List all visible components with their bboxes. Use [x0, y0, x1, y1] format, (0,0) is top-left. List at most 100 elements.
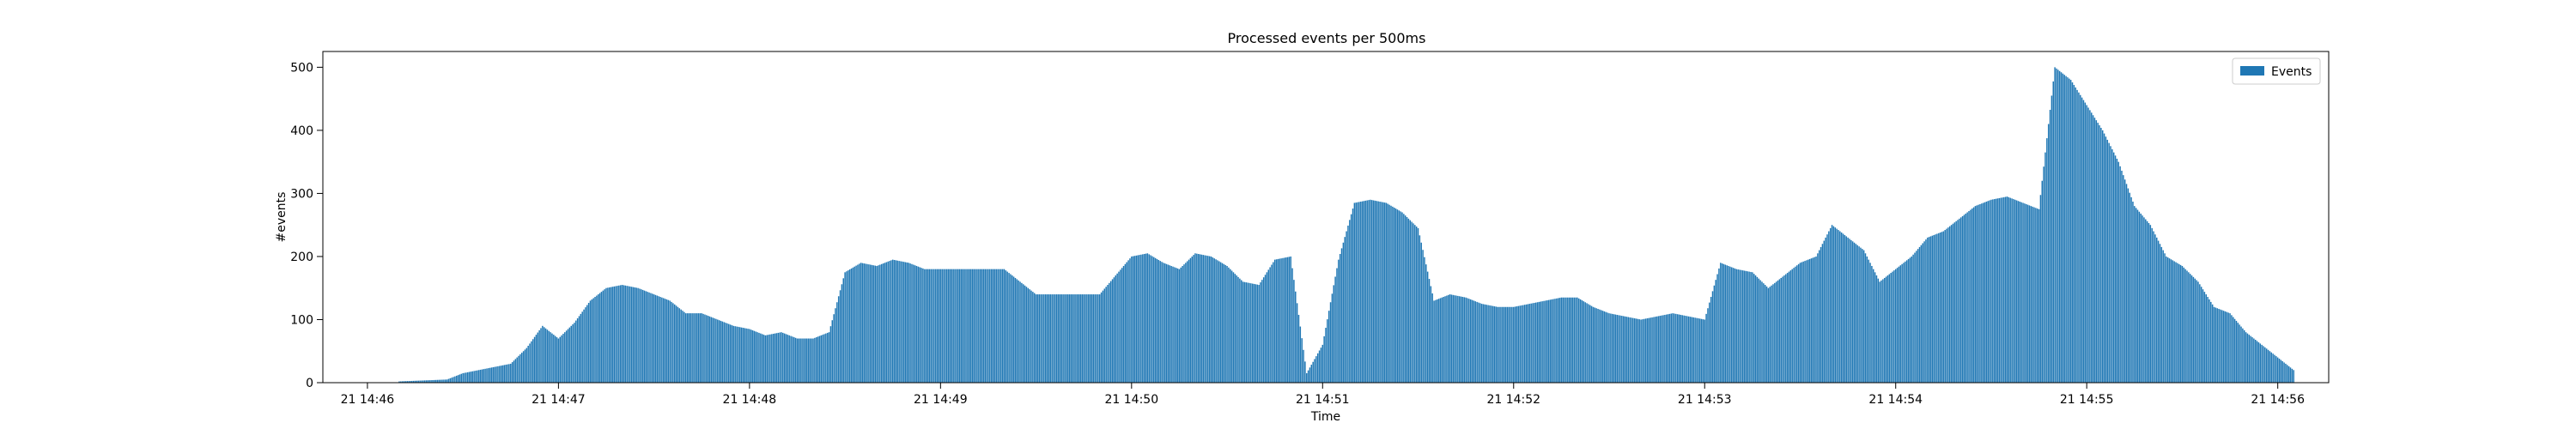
bar [1554, 299, 1556, 383]
bar [2028, 205, 2031, 383]
bar [1431, 293, 1433, 383]
bar [1619, 315, 1621, 383]
bar [1646, 318, 1649, 383]
bar [939, 269, 942, 383]
bar [422, 380, 424, 383]
bar [2057, 69, 2059, 383]
bar [533, 336, 536, 383]
bar [1931, 235, 1934, 383]
bar [1797, 263, 1800, 383]
bar [1530, 303, 1532, 383]
bar [2020, 202, 2022, 383]
bar [462, 372, 464, 383]
bar [1148, 254, 1150, 383]
bar [690, 313, 692, 383]
bar [2167, 257, 2169, 383]
bar [1514, 306, 1516, 383]
bar [1234, 274, 1236, 383]
bar [2250, 335, 2251, 383]
bar [486, 368, 488, 383]
bar [497, 366, 499, 383]
bar [667, 299, 670, 383]
bar [1433, 300, 1435, 383]
bar [764, 335, 767, 383]
bar [812, 338, 814, 383]
bar [790, 335, 792, 383]
bar [678, 308, 681, 383]
bar [2240, 326, 2242, 383]
bar [1775, 281, 1777, 383]
bar [740, 327, 743, 383]
bar [1161, 262, 1163, 383]
bar [2164, 253, 2166, 383]
bar [2157, 240, 2160, 383]
bar [1826, 234, 1828, 383]
bar [2199, 284, 2201, 383]
bar [656, 295, 659, 383]
bar [1143, 254, 1145, 383]
bar [785, 334, 787, 383]
bar [2246, 333, 2249, 383]
bar [1917, 249, 1919, 383]
bar [2086, 105, 2087, 383]
bar [882, 263, 884, 383]
bar [1783, 275, 1785, 383]
bar [2275, 356, 2277, 383]
bar [769, 334, 771, 383]
bar [793, 337, 795, 383]
bar [1808, 258, 1811, 383]
bar [859, 263, 860, 383]
bar [2069, 80, 2072, 383]
bar [1060, 294, 1062, 383]
bar [1153, 257, 1155, 383]
bar [1968, 211, 1970, 383]
bar [645, 291, 647, 383]
bar [1959, 217, 1962, 383]
bar [1579, 299, 1582, 383]
bar [1759, 280, 1761, 383]
bar [1599, 309, 1601, 383]
bar [1590, 305, 1593, 383]
bar [1243, 281, 1246, 383]
bar [1043, 294, 1045, 383]
bar [1044, 294, 1047, 383]
bar [2060, 72, 2063, 383]
bar [1145, 253, 1147, 383]
bar [817, 336, 819, 383]
y-axis: 0 100 200 300 400 500 [290, 61, 323, 390]
bar [782, 332, 784, 383]
bar [1237, 276, 1239, 383]
bar [586, 305, 588, 383]
bar [483, 369, 484, 383]
bar [1329, 302, 1332, 383]
bar [481, 369, 483, 383]
bar [1971, 208, 1973, 383]
bar [1720, 263, 1722, 383]
bar [479, 369, 482, 383]
bar [1191, 256, 1194, 383]
bar [1635, 318, 1637, 383]
bar [889, 261, 890, 383]
bar [1950, 225, 1953, 383]
bar [1858, 246, 1860, 383]
bar [438, 379, 440, 383]
bar [1778, 279, 1781, 383]
bar [1468, 299, 1470, 383]
bar [775, 333, 778, 383]
bar [2050, 95, 2053, 383]
bar [976, 269, 978, 383]
bar [1357, 202, 1358, 383]
bar [1471, 299, 1473, 383]
bar [423, 380, 426, 383]
bar [1511, 306, 1513, 383]
bar [1368, 200, 1370, 383]
bar [1996, 198, 1999, 383]
bar [699, 313, 702, 383]
bar [696, 313, 698, 383]
bar [1711, 291, 1714, 383]
bar [1780, 277, 1782, 383]
bar [494, 366, 495, 383]
bar [924, 269, 926, 383]
bar [1874, 272, 1876, 383]
bar [979, 269, 981, 383]
